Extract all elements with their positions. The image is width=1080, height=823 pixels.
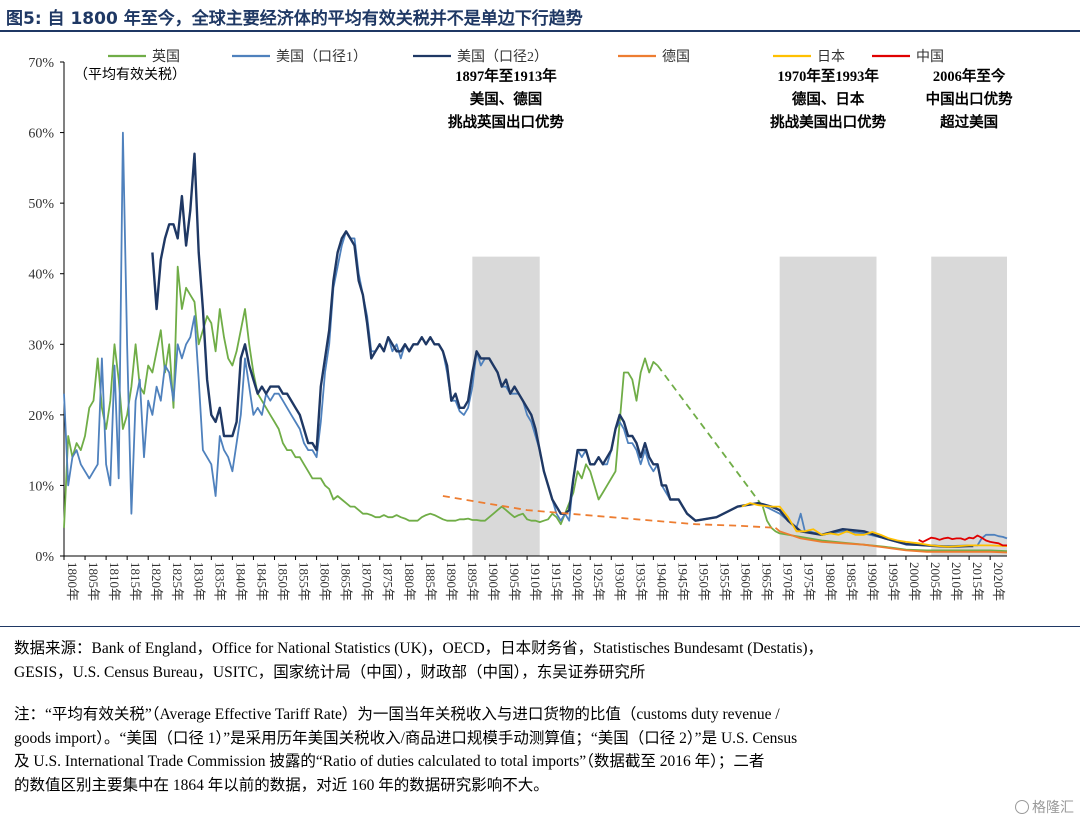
period-annotation-1-line-2: 美国、德国 — [470, 90, 543, 108]
note-block: 注：“平均有效关税”（Average Effective Tariff Rate… — [14, 703, 797, 797]
legend-label-3: 美国（口径2） — [457, 49, 548, 65]
note-line-3: 及 U.S. International Trade Commission 披露… — [14, 753, 765, 770]
series-line-9 — [918, 534, 1007, 547]
period-annotation-3-line-2: 中国出口优势 — [926, 90, 1013, 108]
x-tick-label-26: 1930年 — [612, 562, 627, 601]
period-annotation-3-line-3: 超过美国 — [939, 113, 998, 131]
x-tick-label-4: 1820年 — [149, 562, 164, 601]
x-tick-label-23: 1915年 — [549, 562, 564, 601]
legend-label-4: 德国 — [662, 49, 690, 65]
period-annotation-2-line-3: 挑战美国出口优势 — [770, 113, 886, 131]
x-tick-label-32: 1960年 — [739, 562, 754, 601]
x-tick-label-8: 1840年 — [233, 562, 248, 601]
source-block: 数据来源：Bank of England，Office for National… — [14, 637, 823, 684]
x-tick-label-38: 1990年 — [865, 562, 880, 601]
legend-label-2: 美国（口径1） — [276, 49, 367, 65]
x-tick-label-41: 2005年 — [928, 562, 943, 601]
x-tick-label-11: 1855年 — [297, 562, 312, 601]
y-tick-label-5: 50% — [28, 197, 54, 212]
figure-title: 图5: 自 1800 年至今，全球主要经济体的平均有效关税并不是单边下行趋势 — [6, 9, 583, 29]
x-tick-label-36: 1980年 — [823, 562, 838, 601]
x-tick-label-5: 1825年 — [170, 562, 185, 601]
x-tick-label-44: 2020年 — [991, 562, 1006, 601]
x-tick-label-22: 1910年 — [528, 562, 543, 601]
x-tick-label-16: 1880年 — [402, 562, 417, 601]
legend-label-6: 中国 — [916, 49, 944, 65]
x-tick-label-27: 1935年 — [633, 562, 648, 601]
source-line-1: 数据来源：Bank of England，Office for National… — [14, 640, 824, 657]
x-tick-label-0: 1800年 — [65, 562, 80, 601]
footer-rule — [0, 626, 1080, 627]
x-tick-label-1: 1805年 — [86, 562, 101, 601]
note-line-2: goods import）。“美国（口径 1）”是采用历年美国关税收入/商品进口… — [14, 729, 798, 747]
x-tick-label-19: 1895年 — [465, 562, 480, 601]
series-line-8 — [741, 502, 1008, 548]
y-tick-label-2: 20% — [28, 409, 54, 424]
y-tick-label-4: 40% — [28, 268, 54, 283]
x-tick-label-14: 1870年 — [360, 562, 375, 601]
note-line-4: 的数值区别主要集中在 1864 年以前的数据，对近 160 年的数据研究影响不大… — [14, 776, 549, 794]
x-tick-label-37: 1985年 — [844, 562, 859, 601]
x-tick-label-15: 1875年 — [381, 562, 396, 601]
series-line-6 — [442, 495, 776, 529]
note-line-1: 注：“平均有效关税”（Average Effective Tariff Rate… — [14, 706, 780, 723]
period-annotation-3-line-1: 2006年至今 — [933, 67, 1006, 85]
x-tick-label-30: 1950年 — [696, 562, 711, 601]
x-tick-label-24: 1920年 — [570, 562, 585, 601]
x-tick-label-3: 1815年 — [128, 562, 143, 601]
y-tick-label-7: 70% — [28, 56, 54, 71]
tariff-line-chart: 0% 10% 20% 30% 40% 50% 60% 70% 1800年 1805年 1810年 18… — [28, 48, 1013, 601]
x-tick-label-2: 1810年 — [107, 562, 122, 601]
x-tick-label-17: 1885年 — [423, 562, 438, 601]
y-axis-label: （平均有效关税） — [74, 67, 186, 83]
series-line-2 — [656, 364, 764, 508]
x-tick-label-39: 1995年 — [886, 562, 901, 601]
watermark: 格隆汇 — [1015, 797, 1074, 817]
x-tick-label-13: 1865年 — [339, 562, 354, 601]
x-tick-label-33: 1965年 — [760, 562, 775, 601]
x-tick-label-7: 1835年 — [212, 562, 227, 601]
x-tick-label-43: 2015年 — [970, 562, 985, 601]
period-annotation-2-line-2: 德国、日本 — [792, 90, 865, 108]
y-tick-label-0: 0% — [35, 550, 54, 565]
source-line-2: GESIS，U.S. Census Bureau，USITC，国家统计局（中国）… — [14, 663, 646, 681]
period-annotation-1-line-3: 挑战英国出口优势 — [448, 113, 564, 131]
legend-label-5: 日本 — [817, 49, 845, 65]
series-line-1 — [63, 265, 659, 528]
x-tick-label-40: 2000年 — [907, 562, 922, 601]
watermark-text: 格隆汇 — [1032, 800, 1074, 816]
series-line-5 — [151, 152, 974, 548]
series-line-7 — [774, 527, 1008, 554]
x-tick-label-42: 2010年 — [949, 562, 964, 601]
y-tick-label-1: 10% — [28, 479, 54, 494]
x-tick-label-12: 1860年 — [318, 562, 333, 601]
x-tick-label-21: 1905年 — [507, 562, 522, 601]
x-tick-label-28: 1940年 — [654, 562, 669, 601]
x-tick-label-25: 1925年 — [591, 562, 606, 601]
watermark-logo-icon — [1015, 800, 1029, 814]
x-tick-label-35: 1975年 — [802, 562, 817, 601]
x-tick-label-10: 1850年 — [275, 562, 290, 601]
x-tick-label-34: 1970年 — [781, 562, 796, 601]
period-annotation-1-line-1: 1897年至1913年 — [455, 67, 557, 85]
legend-label-1: 英国 — [152, 48, 180, 65]
y-tick-label-3: 30% — [28, 338, 54, 353]
x-tick-label-20: 1900年 — [486, 562, 501, 601]
period-annotation-2-line-1: 1970年至1993年 — [777, 67, 879, 85]
title-rule — [0, 30, 1080, 32]
x-tick-label-31: 1955年 — [718, 562, 733, 601]
shaded-period-3 — [931, 256, 1007, 556]
x-tick-label-9: 1845年 — [254, 562, 269, 601]
shaded-period-2 — [779, 256, 877, 556]
y-tick-label-6: 60% — [28, 127, 54, 142]
x-tick-label-18: 1890年 — [444, 562, 459, 601]
x-tick-label-29: 1945年 — [675, 562, 690, 601]
x-tick-label-6: 1830年 — [191, 562, 206, 601]
